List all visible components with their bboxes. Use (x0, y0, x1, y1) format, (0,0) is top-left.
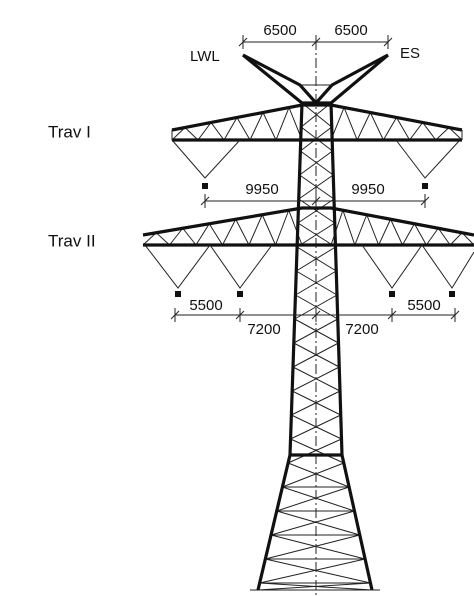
traverse-label: Trav I (48, 122, 91, 141)
member (209, 224, 222, 245)
member (265, 535, 359, 559)
member (263, 113, 276, 141)
member (426, 228, 438, 245)
dimension-label: 9950 (351, 181, 384, 198)
member (331, 210, 343, 245)
member (389, 291, 395, 297)
member (370, 113, 383, 141)
member (403, 224, 415, 245)
member (223, 219, 236, 245)
member (344, 108, 357, 141)
member (277, 487, 349, 511)
tower-body (250, 103, 380, 590)
member (449, 291, 455, 297)
member (288, 463, 349, 487)
member (271, 535, 365, 559)
member (237, 118, 250, 141)
member (379, 219, 391, 245)
traverse-2 (143, 208, 474, 288)
member (450, 233, 462, 245)
ticks (171, 35, 459, 322)
member (343, 210, 355, 245)
traverse-1 (172, 105, 462, 178)
member (383, 118, 396, 141)
member (410, 123, 423, 141)
dimension-label: 6500 (334, 22, 367, 39)
dimension-label: 6500 (263, 22, 296, 39)
member (185, 128, 198, 141)
member (277, 511, 360, 535)
member (211, 123, 224, 141)
dimension-label: 5500 (189, 297, 222, 314)
member (237, 291, 243, 297)
member (291, 439, 344, 463)
member (175, 291, 181, 297)
member (391, 219, 403, 245)
dimension-label: 5500 (407, 297, 440, 314)
member (260, 559, 365, 583)
member (288, 439, 341, 463)
member (367, 215, 379, 245)
member (276, 210, 289, 245)
tower-diagram: Trav I Trav II LWL ES 6500 6500 9950 995… (0, 0, 474, 596)
dimension-lines (175, 42, 455, 315)
member (357, 113, 370, 141)
member (249, 215, 262, 245)
member (276, 108, 289, 141)
member (436, 128, 449, 141)
dimension-label: 7200 (247, 321, 280, 338)
dimension-label: 9950 (245, 181, 278, 198)
dimension-label: 7200 (345, 321, 378, 338)
member (355, 215, 367, 245)
member (271, 511, 354, 535)
member (156, 233, 169, 245)
member (236, 219, 249, 245)
member (250, 113, 263, 141)
member (202, 183, 208, 189)
member (422, 183, 428, 189)
traverse-label: Trav II (48, 231, 96, 250)
lattice (143, 103, 474, 590)
member (289, 210, 302, 245)
wire-label: LWL (190, 48, 220, 65)
wire-label: ES (400, 45, 420, 62)
member (183, 228, 196, 245)
member (282, 463, 343, 487)
member (265, 559, 370, 583)
member (282, 487, 354, 511)
member (262, 215, 275, 245)
